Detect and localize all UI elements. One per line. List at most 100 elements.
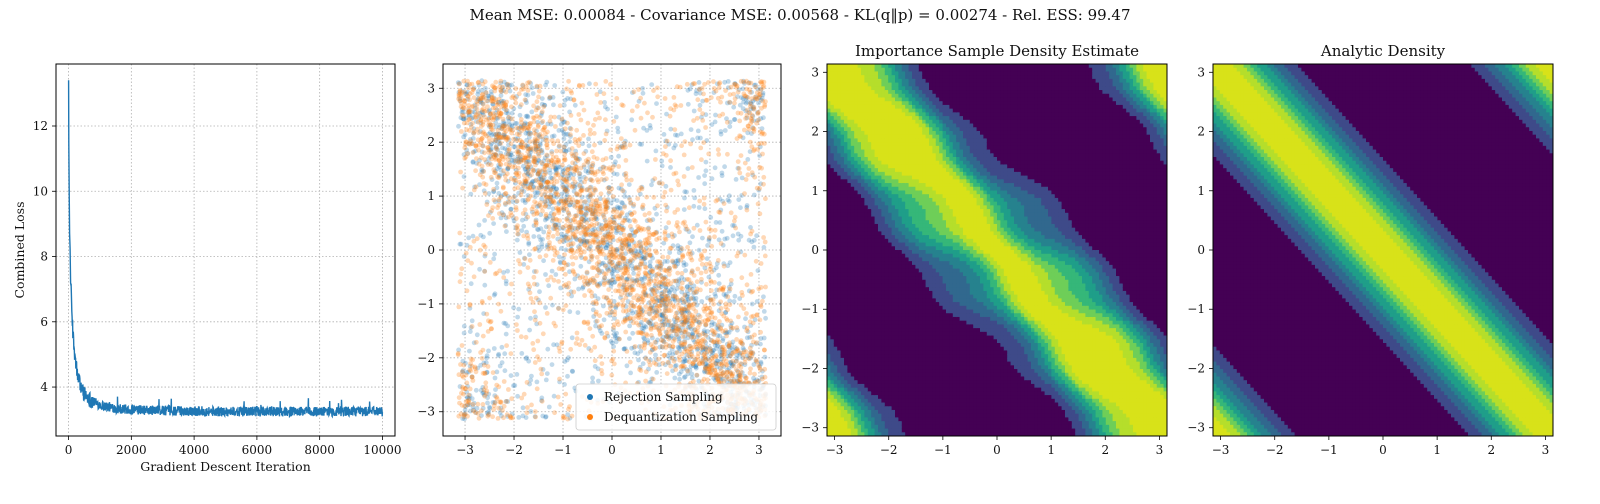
dequantization-point: [611, 119, 616, 124]
dequantization-point: [504, 191, 509, 196]
dequantization-point: [562, 415, 567, 420]
dequantization-point: [728, 370, 733, 375]
dequantization-point: [516, 145, 521, 150]
rejection-point: [609, 155, 614, 160]
dequantization-point: [533, 360, 538, 365]
dequantization-point: [539, 372, 544, 377]
dequantization-point: [639, 344, 644, 349]
dequantization-point: [724, 363, 729, 368]
dequantization-point: [746, 124, 751, 129]
dequantization-point: [673, 367, 678, 372]
rejection-point: [596, 379, 601, 384]
rejection-point: [723, 128, 728, 133]
dequantization-point: [519, 102, 524, 107]
dequantization-point: [621, 145, 626, 150]
dequantization-point: [537, 115, 542, 120]
dequantization-point: [528, 290, 533, 295]
dequantization-point: [677, 230, 682, 235]
dequantization-point: [672, 264, 677, 269]
dequantization-point: [602, 91, 607, 96]
dequantization-point: [743, 161, 748, 166]
dequantization-point: [745, 113, 750, 118]
dequantization-point: [494, 383, 499, 388]
dequantization-point: [640, 187, 645, 192]
dequantization-point: [737, 119, 742, 124]
rejection-point: [696, 129, 701, 134]
dequantization-point: [609, 168, 614, 173]
dequantization-point: [610, 234, 615, 239]
rejection-point: [752, 193, 757, 198]
rejection-point: [728, 260, 733, 265]
dequantization-point: [729, 210, 734, 215]
dequantization-point: [651, 195, 656, 200]
dequantization-point: [709, 95, 714, 100]
y-tick-label: 2: [427, 135, 435, 149]
dequantization-point: [739, 153, 744, 158]
dequantization-point: [716, 147, 721, 152]
dequantization-point: [467, 117, 472, 122]
rejection-point: [692, 196, 697, 201]
dequantization-point: [647, 248, 652, 253]
dequantization-point: [675, 84, 680, 89]
dequantization-point: [481, 82, 486, 87]
dequantization-point: [666, 337, 671, 342]
rejection-point: [649, 182, 654, 187]
dequantization-point: [621, 256, 626, 261]
dequantization-point: [665, 330, 670, 335]
dequantization-point: [469, 125, 474, 130]
dequantization-point: [659, 338, 664, 343]
dequantization-point: [581, 227, 586, 232]
dequantization-point: [482, 181, 487, 186]
rejection-point: [684, 262, 689, 267]
dequantization-point: [622, 205, 627, 210]
dequantization-point: [705, 366, 710, 371]
dequantization-point: [658, 317, 663, 322]
dequantization-point: [669, 308, 674, 313]
dequantization-point: [545, 138, 550, 143]
dequantization-point: [689, 281, 694, 286]
dequantization-point: [554, 192, 559, 197]
dequantization-point: [750, 170, 755, 175]
rejection-point: [627, 324, 632, 329]
dequantization-point: [518, 262, 523, 267]
dequantization-point: [694, 289, 699, 294]
dequantization-point: [467, 393, 472, 398]
dequantization-point: [761, 182, 766, 187]
rejection-point: [553, 272, 558, 277]
dequantization-point: [490, 414, 495, 419]
dequantization-point: [663, 144, 668, 149]
dequantization-point: [607, 255, 612, 260]
rejection-point: [613, 159, 618, 164]
dequantization-point: [695, 97, 700, 102]
dequantization-point: [655, 94, 660, 99]
dequantization-point: [600, 249, 605, 254]
dequantization-point: [697, 199, 702, 204]
dequantization-point: [704, 220, 709, 225]
dequantization-point: [480, 92, 485, 97]
dequantization-point: [609, 261, 614, 266]
dequantization-point: [543, 204, 548, 209]
dequantization-point: [639, 116, 644, 121]
dequantization-point: [548, 115, 553, 120]
rejection-point: [545, 347, 550, 352]
rejection-point: [487, 231, 492, 236]
rejection-point: [708, 215, 713, 220]
rejection-point: [622, 194, 627, 199]
dequantization-point: [601, 212, 606, 217]
dequantization-point: [616, 228, 621, 233]
dequantization-point: [539, 192, 544, 197]
rejection-point: [667, 250, 672, 255]
dequantization-point: [660, 255, 665, 260]
dequantization-point: [682, 322, 687, 327]
dequantization-point: [544, 153, 549, 158]
dequantization-point: [532, 139, 537, 144]
dequantization-point: [641, 290, 646, 295]
dequantization-point: [468, 139, 473, 144]
dequantization-point: [602, 335, 607, 340]
dequantization-point: [675, 350, 680, 355]
dequantization-point: [745, 326, 750, 331]
dequantization-point: [680, 281, 685, 286]
dequantization-point: [630, 109, 635, 114]
dequantization-point: [593, 358, 598, 363]
dequantization-point: [690, 165, 695, 170]
